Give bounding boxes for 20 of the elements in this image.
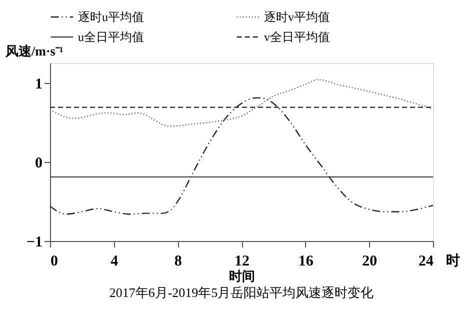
x-axis-title: 时间 bbox=[229, 268, 255, 284]
y-tick-label: 1 bbox=[35, 76, 42, 92]
x-tick-label: 12 bbox=[234, 254, 250, 270]
y-tick-label: −1 bbox=[26, 234, 42, 250]
legend-label: 逐时v平均值 bbox=[264, 10, 330, 24]
y-axis-title: 风速/m·s⁻¹ bbox=[4, 44, 64, 58]
legend-label: v全日平均值 bbox=[264, 30, 330, 44]
y-tick-label: 0 bbox=[35, 155, 42, 172]
text: 2017年6月-2019年5月岳阳站平均风速逐时变化 bbox=[109, 285, 374, 300]
legend-label: 逐时u平均值 bbox=[78, 10, 144, 24]
line-series bbox=[49, 97, 434, 215]
x-tick-label: 24 bbox=[418, 254, 434, 270]
x-tick-label: 16 bbox=[298, 254, 314, 270]
text: 时 bbox=[446, 253, 460, 269]
line-series bbox=[49, 79, 434, 127]
x-tick-label: 20 bbox=[362, 254, 378, 270]
x-tick-label: 0 bbox=[50, 254, 58, 270]
x-tick-label: 8 bbox=[174, 254, 182, 270]
x-tick-label: 4 bbox=[110, 254, 119, 270]
legend-label: u全日平均值 bbox=[78, 30, 144, 44]
